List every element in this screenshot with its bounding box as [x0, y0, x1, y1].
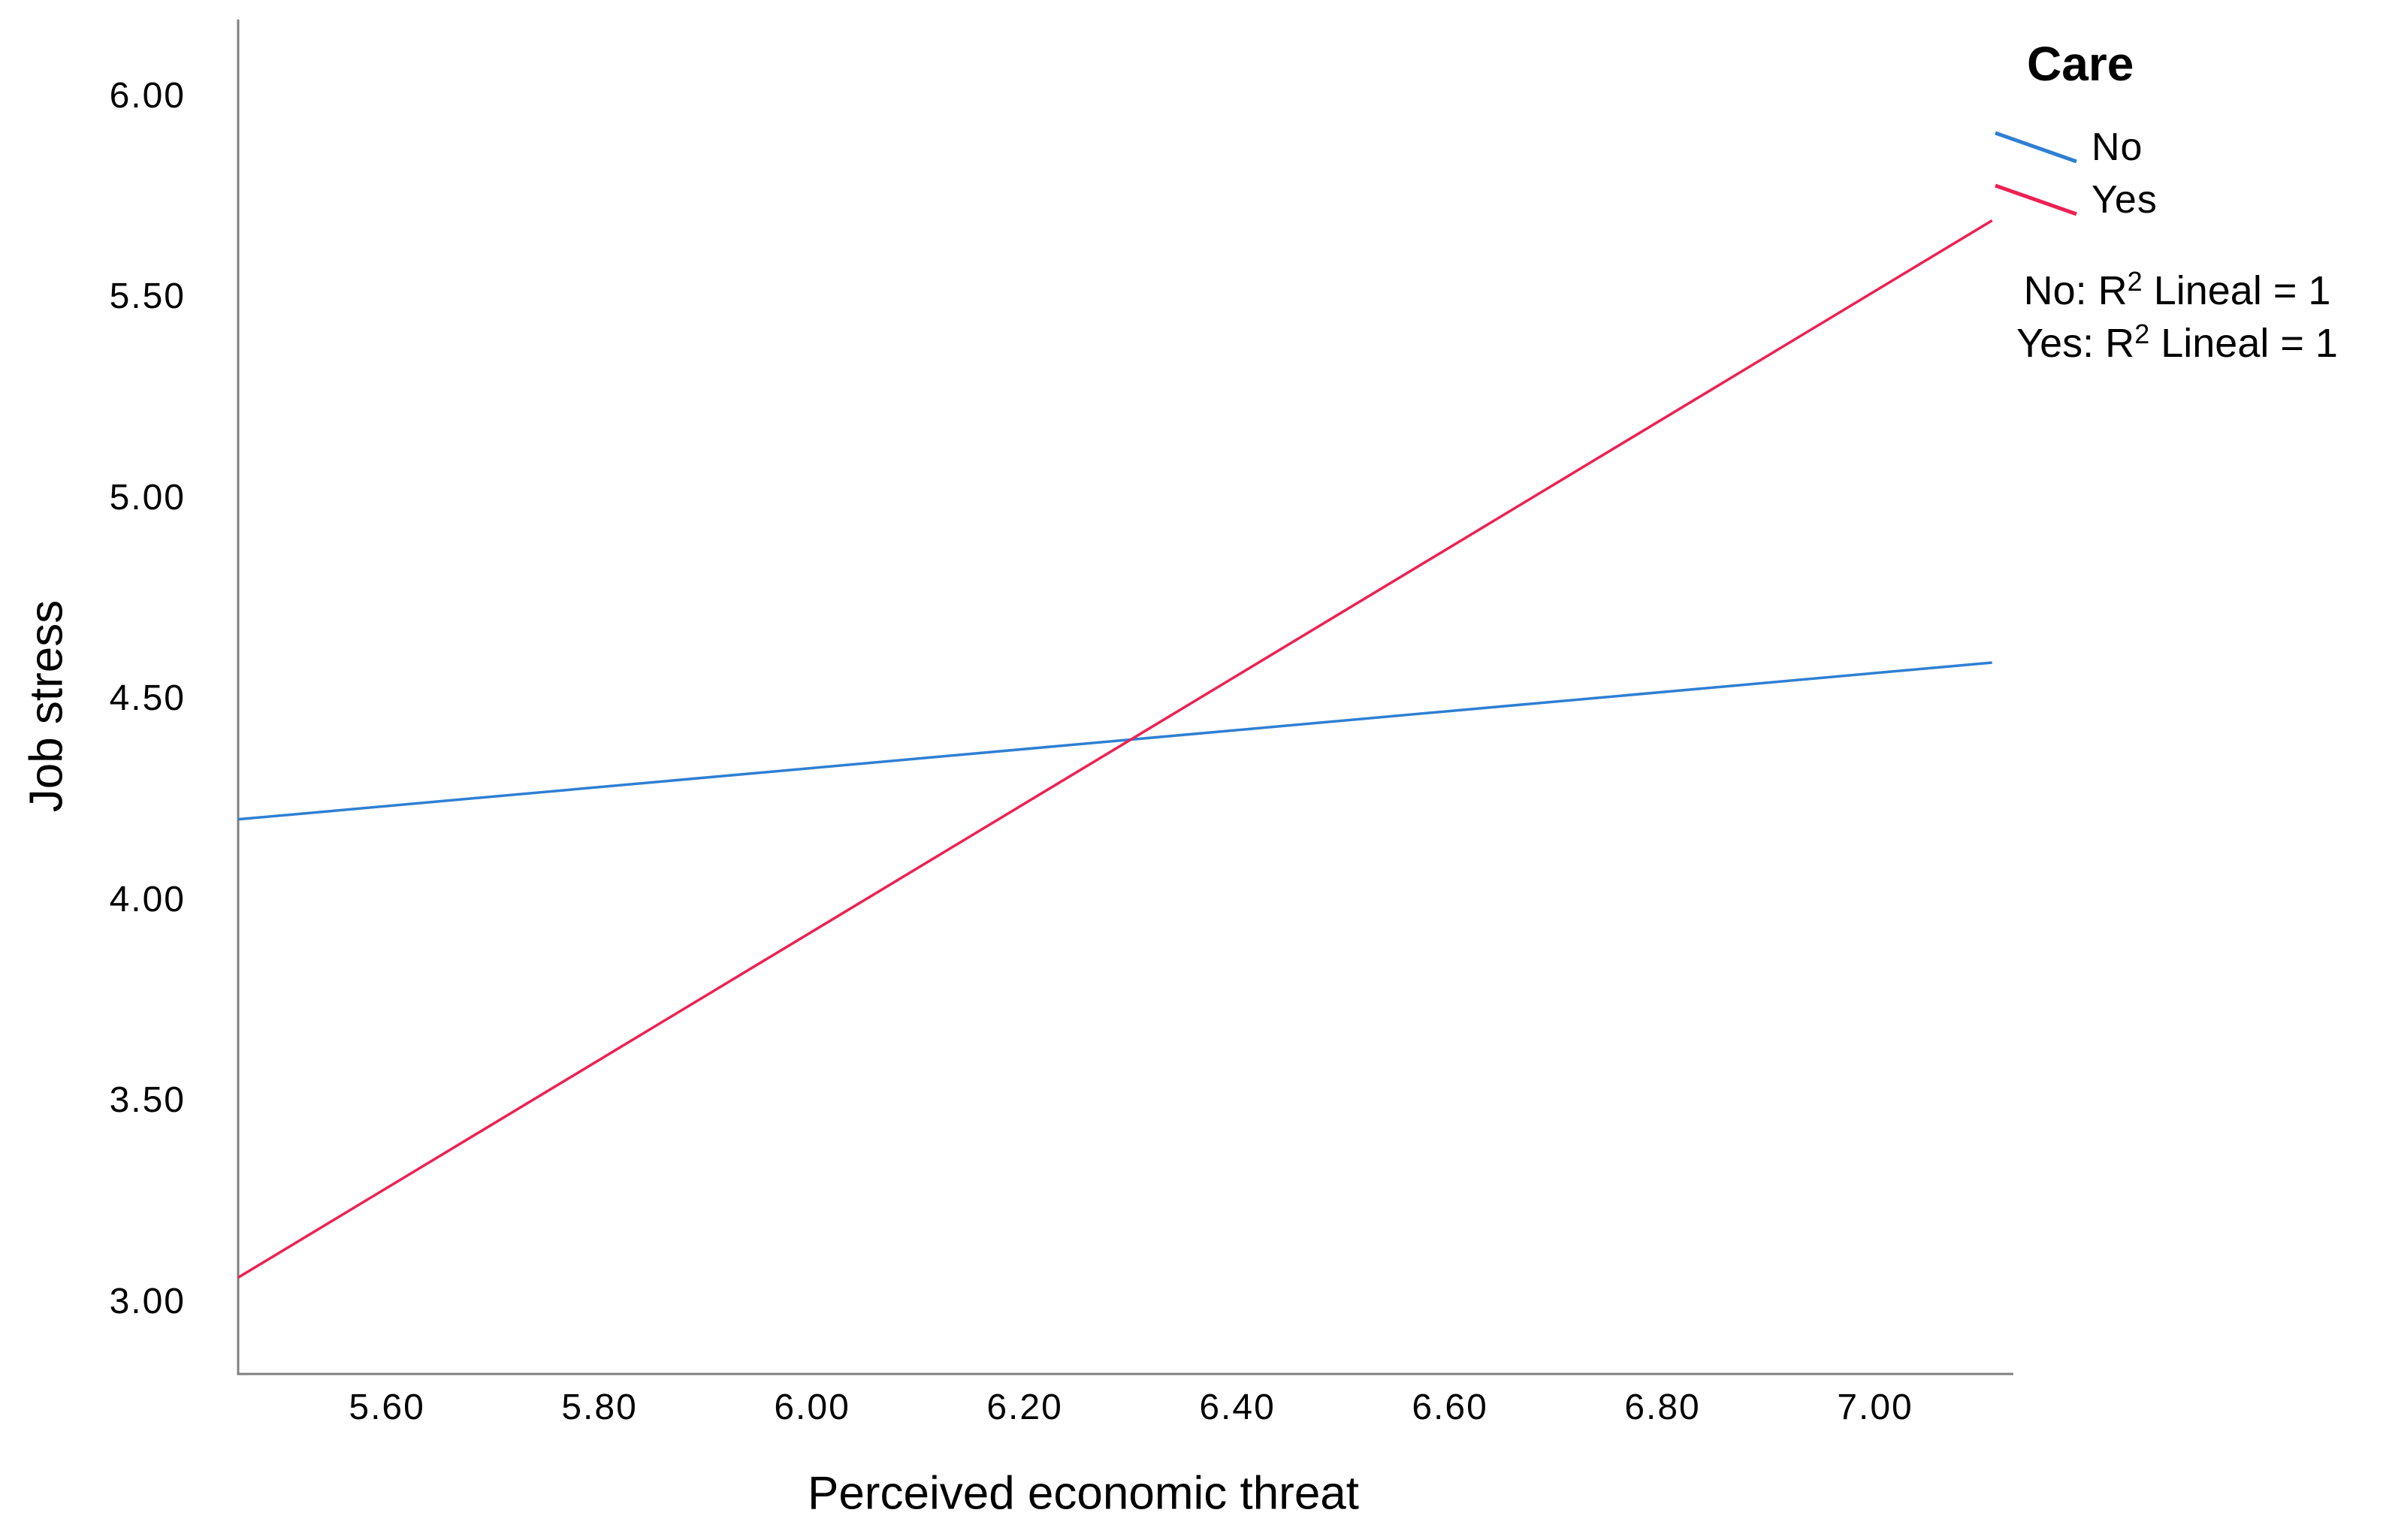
legend-label-no: No: [2092, 125, 2143, 169]
y-tick-label: 3.00: [109, 1281, 186, 1321]
series-line-yes: [237, 219, 1993, 1279]
x-tick-label: 6.40: [1199, 1388, 1276, 1427]
y-tick-label: 6.00: [109, 75, 186, 116]
legend-entry-yes: Yes: [1992, 177, 2158, 222]
y-tick-label: 5.00: [109, 477, 186, 518]
series-line-no: [237, 661, 1992, 821]
y-tick-label: 4.00: [109, 879, 186, 919]
x-axis-title: Perceived economic threat: [807, 1467, 1360, 1520]
r-squared-annotations: No: R2 Lineal = 1 Yes: R2 Lineal = 1: [1968, 264, 2386, 370]
x-tick-label: 5.80: [561, 1388, 638, 1427]
x-tick-label: 6.20: [986, 1388, 1063, 1427]
y-tick-label: 4.50: [109, 678, 186, 719]
r-squared-annotation-no: No: R2 Lineal = 1: [1968, 264, 2386, 317]
x-tick-label: 5.60: [349, 1388, 425, 1427]
axis-frame: [237, 20, 2013, 1375]
annotation-text: No: R: [2023, 268, 2128, 313]
legend-title: Care: [2027, 37, 2134, 91]
annotation-text: Lineal = 1: [2149, 321, 2338, 366]
legend-entry-no: No: [1992, 125, 2143, 170]
x-tick-label: 6.60: [1412, 1388, 1488, 1427]
y-tick-label: 3.50: [109, 1080, 186, 1121]
y-axis-title: Job stress: [20, 599, 73, 813]
legend-label-yes: Yes: [2092, 178, 2158, 222]
r-squared-annotation-yes: Yes: R2 Lineal = 1: [1968, 317, 2386, 370]
x-tick-label: 7.00: [1837, 1388, 1913, 1427]
legend-line-swatch-yes: [1995, 183, 2077, 216]
x-tick-label: 6.80: [1624, 1388, 1701, 1427]
legend-line-swatch-no: [1995, 131, 2077, 164]
annotation-text: Lineal = 1: [2142, 268, 2331, 313]
y-tick-label: 5.50: [109, 276, 186, 317]
annotation-text: Yes: R: [2016, 321, 2135, 366]
annotation-superscript: 2: [2127, 266, 2143, 297]
annotation-superscript: 2: [2134, 319, 2150, 349]
x-tick-label: 6.00: [774, 1388, 850, 1427]
